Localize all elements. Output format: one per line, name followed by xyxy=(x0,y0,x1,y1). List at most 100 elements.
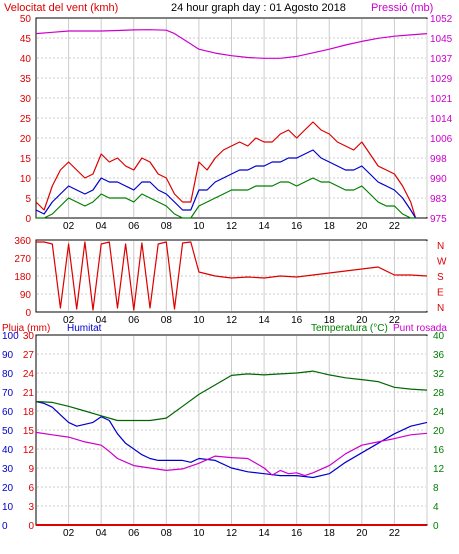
x-tick-label: 08 xyxy=(161,528,173,539)
temperature-y-tick: 36 xyxy=(433,350,445,361)
x-tick-label: 06 xyxy=(128,528,140,539)
x-tick-label: 04 xyxy=(96,221,108,232)
humidity-line xyxy=(35,400,428,479)
direction-y-tick: 270 xyxy=(14,254,31,265)
temperature-y-tick: 12 xyxy=(433,464,445,475)
temperature-y-tick: 16 xyxy=(433,445,445,456)
x-tick-label: 10 xyxy=(193,315,205,326)
rain-y-tick: 18 xyxy=(23,407,35,418)
x-tick-label: 18 xyxy=(324,221,336,232)
humidity-y-tick: 90 xyxy=(2,350,14,361)
rain-y-tick: 21 xyxy=(23,388,35,399)
grid-lines xyxy=(37,19,428,524)
pressure-y-tick: 1021 xyxy=(430,94,453,105)
rain-axis-label: Pluja (mm) xyxy=(2,323,50,334)
pressure-y-tick: 1014 xyxy=(430,114,453,125)
rain-y-tick: 6 xyxy=(28,483,34,494)
x-tick-label: 14 xyxy=(259,315,271,326)
pressure-y-tick: 975 xyxy=(430,214,447,225)
wind-y-tick: 15 xyxy=(20,154,32,165)
wind-y-tick: 5 xyxy=(25,194,31,205)
x-tick-label: 20 xyxy=(356,528,368,539)
humidity-axis-label: Humitat xyxy=(67,323,102,334)
x-tick-label: 22 xyxy=(389,315,401,326)
compass-tick: W xyxy=(437,257,447,268)
direction-y-tick: 90 xyxy=(20,290,32,301)
compass-tick: N xyxy=(437,303,444,314)
pressure-axis-label: Pressió (mb) xyxy=(371,2,433,14)
compass-tick: S xyxy=(437,272,444,283)
x-tick-label: 04 xyxy=(96,528,108,539)
x-tick-label: 06 xyxy=(128,221,140,232)
pressure-y-tick: 998 xyxy=(430,154,447,165)
temperature-y-tick: 4 xyxy=(433,502,439,513)
wind-y-tick: 10 xyxy=(20,174,32,185)
wind-y-tick: 35 xyxy=(20,74,32,85)
x-tick-label: 20 xyxy=(356,221,368,232)
rain-y-tick: 0 xyxy=(28,521,34,532)
x-tick-label: 18 xyxy=(324,528,336,539)
x-tick-label: 12 xyxy=(226,315,238,326)
humidity-y-tick: 30 xyxy=(2,464,14,475)
wind-average-line xyxy=(35,149,417,219)
pressure-line xyxy=(35,29,428,59)
humidity-y-tick: 100 xyxy=(2,331,19,342)
x-tick-label: 10 xyxy=(193,221,205,232)
x-tick-label: 02 xyxy=(63,528,75,539)
direction-y-tick: 180 xyxy=(14,272,31,283)
wind-axis-label: Velocitat del vent (kmh) xyxy=(4,2,118,14)
chart-title: 24 hour graph day : 01 Agosto 2018 xyxy=(171,2,346,14)
pressure-y-tick: 1052 xyxy=(430,14,453,25)
humidity-y-tick: 20 xyxy=(2,483,14,494)
temperature-y-tick: 20 xyxy=(433,426,445,437)
x-tick-label: 04 xyxy=(96,315,108,326)
rain-y-tick: 9 xyxy=(28,464,34,475)
humidity-y-tick: 60 xyxy=(2,407,14,418)
x-tick-label: 14 xyxy=(259,528,271,539)
pressure-y-tick: 1037 xyxy=(430,54,453,65)
wind-direction-line xyxy=(36,241,428,311)
humidity-y-tick: 40 xyxy=(2,445,14,456)
x-tick-label: 02 xyxy=(63,221,75,232)
dewpoint-line xyxy=(35,431,428,477)
rain-y-tick: 27 xyxy=(23,350,35,361)
compass-tick: E xyxy=(437,288,444,299)
x-tick-label: 12 xyxy=(226,528,238,539)
x-tick-label: 12 xyxy=(226,221,238,232)
wind-gust-line xyxy=(35,121,417,219)
temperature-axis-label: Temperatura (°C) xyxy=(311,323,388,334)
direction-y-tick: 360 xyxy=(14,236,31,247)
humidity-y-tick: 80 xyxy=(2,369,14,380)
x-tick-label: 14 xyxy=(259,221,271,232)
pressure-y-tick: 1045 xyxy=(430,34,453,45)
temperature-y-tick: 24 xyxy=(433,407,445,418)
temperature-y-tick: 28 xyxy=(433,388,445,399)
wind-minimum-line xyxy=(36,177,416,219)
temperature-y-tick: 0 xyxy=(433,521,439,532)
wind-y-tick: 50 xyxy=(20,14,32,25)
temperature-y-tick: 32 xyxy=(433,369,445,380)
x-tick-label: 16 xyxy=(291,315,303,326)
humidity-y-tick: 70 xyxy=(2,388,14,399)
direction-y-tick: 0 xyxy=(25,308,31,319)
x-tick-label: 16 xyxy=(291,221,303,232)
rain-y-tick: 12 xyxy=(23,445,35,456)
wind-y-tick: 0 xyxy=(25,214,31,225)
humidity-y-tick: 50 xyxy=(2,426,14,437)
pressure-y-tick: 1006 xyxy=(430,134,453,145)
pressure-y-tick: 983 xyxy=(430,194,447,205)
temperature-line xyxy=(35,370,428,422)
x-tick-label: 16 xyxy=(291,528,303,539)
x-tick-label: 02 xyxy=(63,315,75,326)
rain-y-tick: 15 xyxy=(23,426,35,437)
x-tick-label: 08 xyxy=(161,221,173,232)
rain-y-tick: 3 xyxy=(28,502,34,513)
x-tick-label: 22 xyxy=(389,221,401,232)
compass-tick: N xyxy=(437,241,444,252)
rain-y-tick: 30 xyxy=(23,331,35,342)
pressure-y-tick: 1029 xyxy=(430,74,453,85)
wind-y-tick: 30 xyxy=(20,94,32,105)
pressure-y-tick: 990 xyxy=(430,174,447,185)
